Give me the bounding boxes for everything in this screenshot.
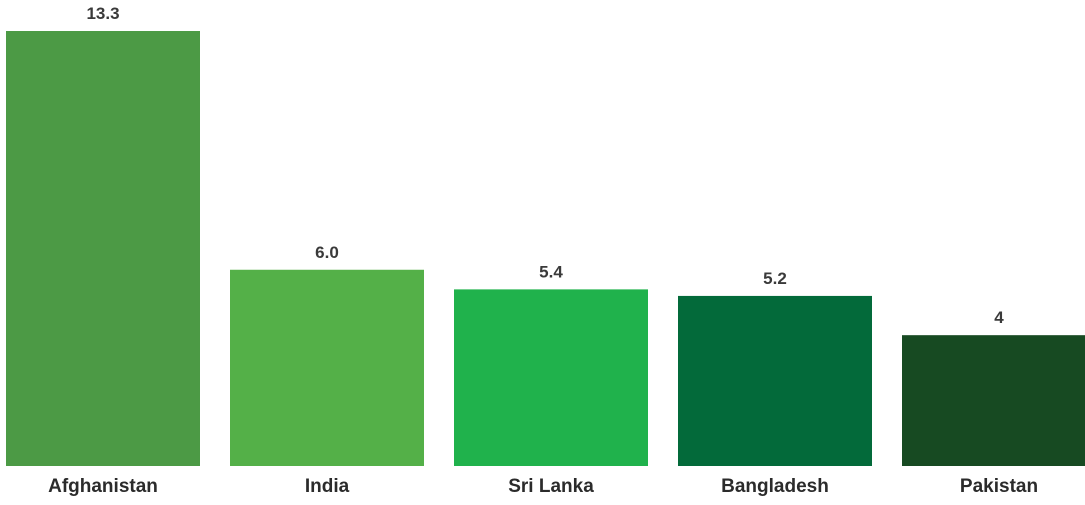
value-label-bangladesh: 5.2 [763, 269, 787, 288]
category-label-india: India [305, 476, 350, 497]
value-labels-layer: 13.3 6.0 5.4 5.2 4 [86, 4, 1004, 327]
value-label-pakistan: 4 [994, 308, 1004, 327]
bar-afghanistan [6, 31, 200, 466]
category-labels-layer: Afghanistan India Sri Lanka Bangladesh Pakis… [48, 476, 1038, 497]
category-label-afghanistan: Afghanistan [48, 476, 158, 497]
value-label-sri-lanka: 5.4 [539, 262, 563, 281]
value-label-afghanistan: 13.3 [86, 4, 119, 23]
bars-layer [6, 31, 1085, 466]
bar-pakistan [902, 335, 1085, 466]
bar-sri-lanka [454, 289, 648, 466]
value-label-india: 6.0 [315, 243, 339, 262]
bar-india [230, 269, 424, 466]
category-label-sri-lanka: Sri Lanka [508, 476, 594, 497]
bar-bangladesh [678, 295, 872, 466]
category-label-pakistan: Pakistan [960, 476, 1038, 497]
category-label-bangladesh: Bangladesh [721, 476, 829, 497]
